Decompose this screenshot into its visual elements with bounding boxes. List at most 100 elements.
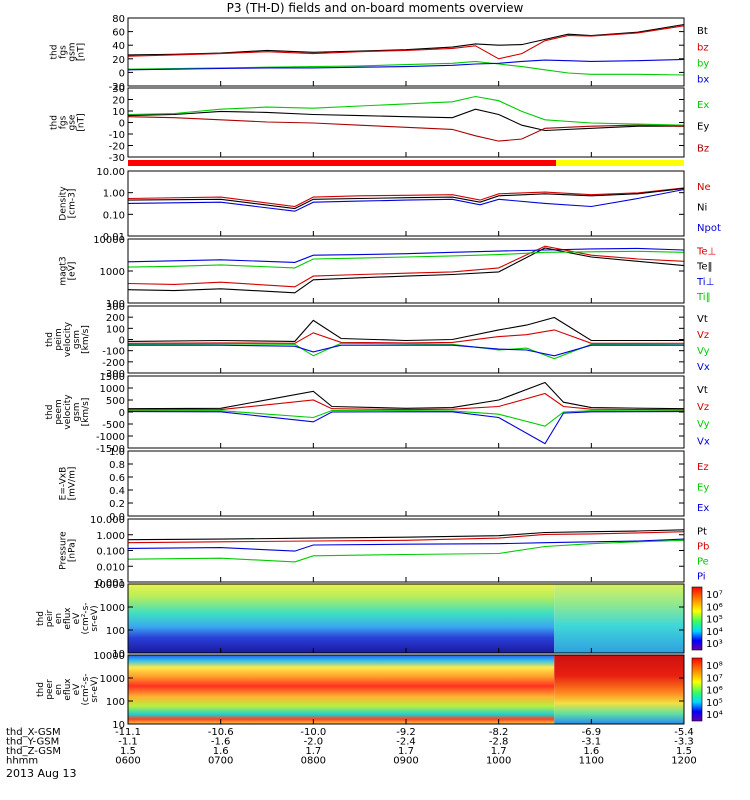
y-tick-label: 30 (112, 84, 125, 95)
legend-Npot: Npot (697, 223, 721, 234)
x-axis-value: 1.6 (213, 746, 229, 757)
series-line-Ey (127, 108, 684, 132)
x-axis-row-label: thd_Z-GSM (6, 746, 61, 757)
x-axis-value: 0700 (208, 756, 233, 767)
y-axis-label: [eV] (68, 262, 78, 281)
y-axis-label: fgs (59, 45, 69, 59)
y-tick-label: 1000 (100, 674, 125, 685)
y-tick-label: 20 (112, 55, 125, 66)
y-tick-label: -20 (109, 82, 125, 93)
legend-Bz: Bz (697, 143, 709, 154)
y-tick-label: 20 (112, 96, 125, 107)
colorbar-tick-label: 10⁴ (706, 710, 723, 721)
y-tick-label: 1000 (100, 267, 125, 278)
y-axis-label: magt3 (59, 256, 69, 285)
panel-frame (127, 17, 685, 87)
y-axis-label: eV (72, 683, 82, 696)
panel-fgs_gsm: Bt bz by bx 80 60 40 20 0 -20 thd fgs gsm [nT] (50, 14, 710, 93)
y-tick-label: 500 (106, 396, 125, 407)
panel-frame (127, 305, 685, 374)
legend-Te‖: Te‖ (696, 262, 713, 273)
x-axis-row-label: thd_Y-GSM (6, 737, 59, 748)
x-axis-value: -2.8 (489, 737, 509, 748)
panel-temperature: Te⊥ Te‖ Ti⊥ Ti‖ 10000 1000 100 magt3 [eV] (59, 235, 717, 310)
colorbar-tick-label: 10⁸ (706, 661, 723, 672)
y-tick-label: 100 (106, 626, 125, 637)
legend-Pi: Pi (697, 571, 706, 582)
legend-Ti‖: Ti‖ (696, 292, 711, 303)
x-axis-value: 1100 (579, 756, 604, 767)
y-tick-label: 10000 (93, 580, 125, 591)
y-tick-label: -200 (102, 358, 125, 369)
y-axis-label: Density (59, 186, 69, 221)
x-axis-row-label: hhmm (6, 756, 38, 767)
x-axis-value: -1.6 (211, 737, 231, 748)
series-line-by (127, 60, 685, 76)
y-axis-label: gse (68, 114, 78, 130)
y-axis-label: gsm (68, 42, 78, 61)
y-axis-label: gsm (72, 402, 82, 421)
y-axis-label: velocity (63, 321, 73, 357)
x-axis-value: 0900 (393, 756, 418, 767)
y-tick-label: 1500 (100, 372, 125, 383)
y-axis-label: en (54, 684, 64, 695)
legend-Vx: Vx (697, 436, 710, 447)
legend-Vt: Vt (697, 385, 708, 396)
y-axis-label: thd (50, 45, 60, 60)
y-tick-label: 100 (106, 324, 125, 335)
y-tick-label: 0.0 (109, 512, 125, 523)
colorbar-tick-label: 10⁶ (706, 686, 723, 697)
y-axis-label: velocity (63, 394, 73, 430)
y-tick-label: 0.4 (109, 486, 125, 497)
y-tick-label: -10 (109, 130, 125, 141)
y-tick-label: 0.8 (109, 460, 125, 471)
y-axis-label: (cm²-s- (81, 602, 91, 634)
heatmap-image (128, 584, 555, 653)
y-axis-label: eflux (63, 678, 73, 701)
legend-Vt: Vt (697, 314, 708, 325)
x-axis-row-label: thd_X-GSM (6, 727, 61, 738)
panel-pressure: Pt Pb Pe Pi 10.000 1.000 0.100 0.010 0.001 Pressu… (59, 515, 710, 589)
series-line-Ne (127, 187, 685, 208)
x-axis-value: -5.4 (674, 727, 694, 738)
panel-frame (127, 518, 685, 583)
series-line-Ti⊥ (127, 247, 685, 263)
x-axis-value: -1.1 (118, 737, 138, 748)
y-axis-label: en (54, 613, 64, 624)
y-tick-label: 40 (112, 41, 125, 52)
colorbar-tick-label: 10³ (706, 639, 723, 650)
x-axis-value: 0600 (115, 756, 140, 767)
panel-frame (127, 87, 685, 158)
y-axis-label: gsm (72, 330, 82, 349)
series-line-Te⊥ (127, 245, 685, 288)
y-axis-label: thd (45, 332, 55, 347)
page-title: P3 (TH-D) fields and on-board moments ov… (226, 1, 524, 15)
legend-Ni: Ni (697, 203, 707, 214)
heatmap-image (554, 584, 684, 653)
legend-bx: bx (697, 75, 709, 86)
y-axis-label: peim (54, 328, 64, 351)
x-axis-value: -2.4 (396, 737, 416, 748)
y-tick-label: 60 (112, 28, 125, 39)
x-axis-value: -6.9 (582, 727, 602, 738)
series-line-Ex (127, 95, 685, 126)
legend-Vz: Vz (697, 330, 709, 341)
y-axis-label: [mV/m] (68, 467, 78, 501)
y-tick-label: -100 (102, 347, 125, 358)
x-axis-value: 1200 (671, 756, 696, 767)
y-axis-label: sr-eV) (90, 605, 100, 631)
y-axis-label: thd (36, 682, 46, 697)
y-axis-label: [km/s] (81, 325, 91, 354)
series-line-bz (127, 25, 685, 60)
y-tick-label: 0.10 (103, 210, 125, 221)
legend-Pe: Pe (697, 556, 709, 567)
colorbar-tick-label: 10⁶ (706, 602, 723, 613)
series-line-Vt (127, 316, 684, 342)
series-line-Npot (127, 188, 685, 212)
y-tick-label: 10 (112, 107, 125, 118)
colorbar (691, 586, 703, 651)
y-tick-label: 1000 (100, 603, 125, 614)
y-tick-label: 10000 (93, 651, 125, 662)
